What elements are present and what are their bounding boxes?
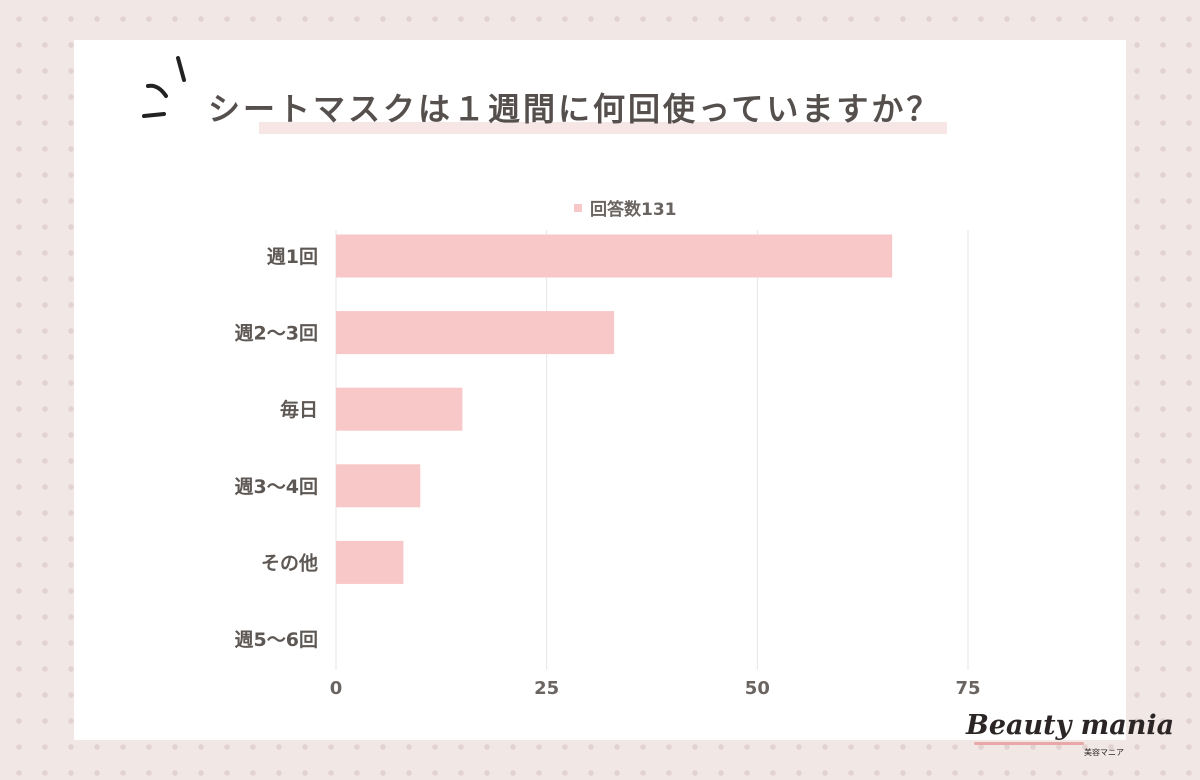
legend-swatch [574, 203, 582, 212]
x-tick-label: 50 [745, 678, 770, 699]
y-category-label: その他 [261, 551, 318, 574]
sparkle-icon [142, 56, 186, 118]
bar [336, 464, 421, 508]
legend: 回答数131 [574, 195, 677, 220]
bar [336, 540, 404, 584]
page-title: シートマスクは１週間に何回使っていますか？ [208, 90, 942, 128]
x-tick-label: 75 [955, 678, 980, 699]
title-underline [259, 122, 947, 134]
legend-label: 回答数131 [590, 200, 677, 220]
y-category-label: 週5〜6回 [235, 629, 318, 651]
y-category-label: 週2〜3回 [235, 323, 318, 345]
y-category-label: 毎日 [280, 398, 318, 421]
logo: Beauty mania [966, 710, 1175, 741]
bar [336, 387, 463, 431]
y-category-label: 週1回 [267, 246, 318, 268]
logo-subtitle: 美容マニア [1084, 748, 1124, 757]
bar [336, 234, 893, 278]
logo-swash [974, 742, 1084, 745]
x-tick-label: 25 [534, 678, 559, 699]
chart-card: シートマスクは１週間に何回使っていますか？ 回答数131 0 25 50 75 週1回週… [74, 40, 1174, 757]
x-tick-label: 0 [330, 678, 343, 699]
y-category-label: 週3〜4回 [235, 476, 318, 498]
bar [336, 311, 615, 355]
